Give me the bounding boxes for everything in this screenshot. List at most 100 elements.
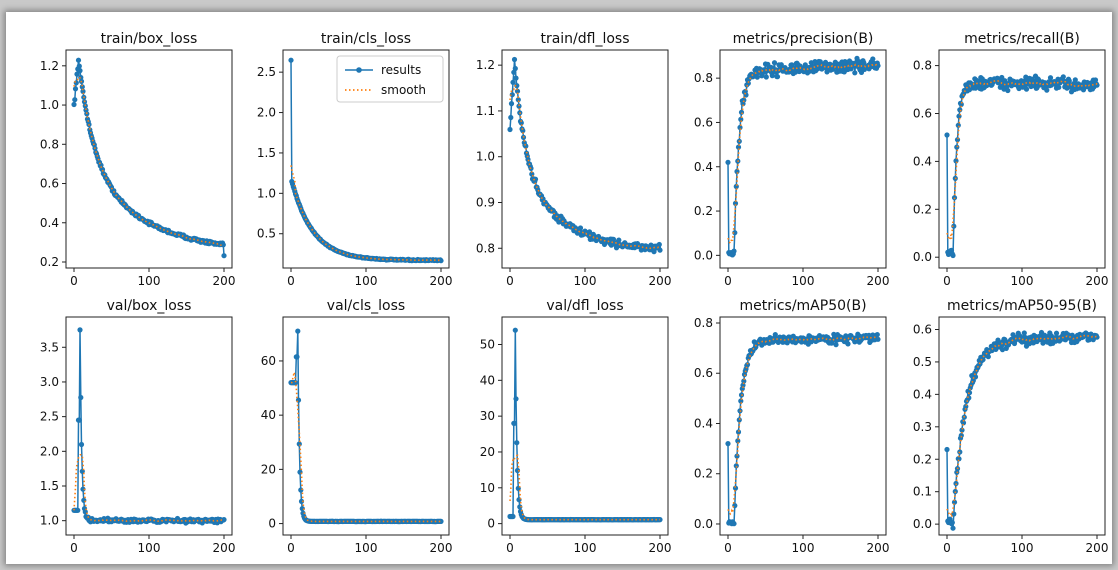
results-point <box>1021 330 1027 336</box>
results-point <box>725 159 731 165</box>
results-point <box>514 83 520 89</box>
x-tick-label: 100 <box>792 541 815 555</box>
y-tick-label: 0.2 <box>694 467 713 481</box>
chart-title: train/cls_loss <box>321 31 411 47</box>
results-point <box>1023 86 1030 92</box>
plot-area <box>65 316 233 536</box>
y-tick-label: 1.2 <box>40 59 59 73</box>
results-point <box>518 120 524 126</box>
results-point <box>958 432 964 439</box>
legend-results-label: results <box>381 63 421 77</box>
results-point <box>75 507 81 513</box>
results-point <box>515 97 521 103</box>
y-tick-label: 40 <box>480 373 495 387</box>
x-tick-label: 100 <box>138 541 161 555</box>
plot-area <box>719 316 887 536</box>
results-point <box>99 166 106 173</box>
results-point <box>731 521 737 527</box>
y-tick-label: 0.3 <box>913 420 932 434</box>
results-point <box>657 517 663 523</box>
chart-title: train/dfl_loss <box>540 31 629 47</box>
x-tick-label: 200 <box>1086 274 1109 288</box>
results-point <box>78 394 84 401</box>
x-tick-label: 0 <box>287 274 295 288</box>
results-point <box>610 236 617 242</box>
results-point <box>78 74 84 81</box>
results-point <box>75 57 82 63</box>
x-tick-label: 0 <box>287 541 295 555</box>
results-point <box>221 253 227 259</box>
y-tick-label: 0.2 <box>913 202 932 216</box>
y-tick-label: 0.8 <box>476 241 495 255</box>
results-point <box>772 332 778 338</box>
y-tick-label: 0.4 <box>913 387 932 401</box>
x-tick-label: 100 <box>355 541 378 555</box>
y-tick-label: 30 <box>480 409 495 423</box>
x-tick-label: 0 <box>70 274 78 288</box>
chart-panel: metrics/precision(B) 0 100 200 0.0 0.2 0.4 0.6 0… <box>694 31 890 288</box>
plot-area <box>938 316 1106 536</box>
y-tick-label: 0.0 <box>913 250 932 264</box>
results-point <box>733 183 739 190</box>
results-point <box>1072 77 1078 83</box>
smooth-line <box>73 453 225 523</box>
y-tick-label: 2.0 <box>257 106 276 120</box>
results-point <box>731 248 737 254</box>
chart-title: train/box_loss <box>101 31 198 47</box>
results-point <box>508 101 515 107</box>
results-point <box>76 63 82 69</box>
results-point <box>771 60 778 66</box>
results-point <box>512 65 518 72</box>
plot-area <box>282 316 450 536</box>
plot-area <box>719 49 887 269</box>
results-point <box>288 57 294 63</box>
y-tick-label: 0.2 <box>40 255 59 269</box>
results-point <box>656 241 662 248</box>
y-tick-label: 20 <box>480 445 495 459</box>
results-point <box>738 116 744 122</box>
results-point <box>221 517 227 523</box>
y-tick-label: 0.5 <box>913 355 932 369</box>
results-point <box>875 336 881 342</box>
plot-area <box>65 49 233 269</box>
results-point <box>510 79 516 85</box>
results-point <box>1053 330 1060 336</box>
smooth-line <box>291 372 441 523</box>
results-point <box>733 463 739 469</box>
y-tick-label: 50 <box>480 337 495 351</box>
results-point <box>875 63 881 69</box>
legend-box <box>336 55 444 103</box>
chart-panel: train/cls_loss 0 100 200 0.5 1.0 1.5 2.0 2.5 resu… <box>257 31 453 288</box>
y-tick-label: 0.0 <box>694 517 713 531</box>
results-point <box>874 332 880 338</box>
results-point <box>80 486 86 492</box>
chart-panel: train/box_loss 0 100 200 0.2 0.4 0.6 0.8 1.0 1.2 <box>40 31 236 288</box>
results-point <box>616 237 622 243</box>
y-tick-label: 0.8 <box>694 316 713 330</box>
results-point <box>953 480 959 487</box>
results-point <box>738 109 745 115</box>
results-point <box>802 62 808 68</box>
y-tick-label: 0.0 <box>694 248 713 262</box>
smooth-line <box>727 335 879 516</box>
x-tick-label: 200 <box>867 274 890 288</box>
legend-smooth-label: smooth <box>381 83 426 97</box>
chart-title: metrics/mAP50(B) <box>739 298 866 314</box>
chart-title: val/box_loss <box>107 298 192 314</box>
results-point <box>513 396 519 402</box>
results-point <box>76 417 82 423</box>
y-tick-label: 0.6 <box>694 115 713 129</box>
results-point <box>985 354 991 360</box>
results-point <box>741 97 747 103</box>
results-point <box>966 395 972 401</box>
y-tick-label: 0 <box>268 517 276 531</box>
results-point <box>1092 77 1099 83</box>
y-tick-label: 0 <box>487 517 495 531</box>
results-point <box>778 62 784 68</box>
chart-title: metrics/recall(B) <box>964 31 1080 47</box>
results-point <box>734 453 740 459</box>
results-point <box>77 327 83 333</box>
x-tick-label: 200 <box>213 541 236 555</box>
y-tick-label: 0.2 <box>694 204 713 218</box>
